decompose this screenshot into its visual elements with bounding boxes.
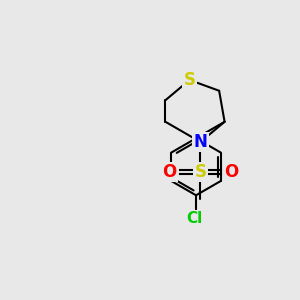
Text: O: O [224, 163, 238, 181]
Text: S: S [184, 71, 196, 89]
Text: S: S [194, 163, 206, 181]
Text: Cl: Cl [186, 211, 203, 226]
Text: N: N [194, 133, 207, 151]
Text: O: O [162, 163, 177, 181]
